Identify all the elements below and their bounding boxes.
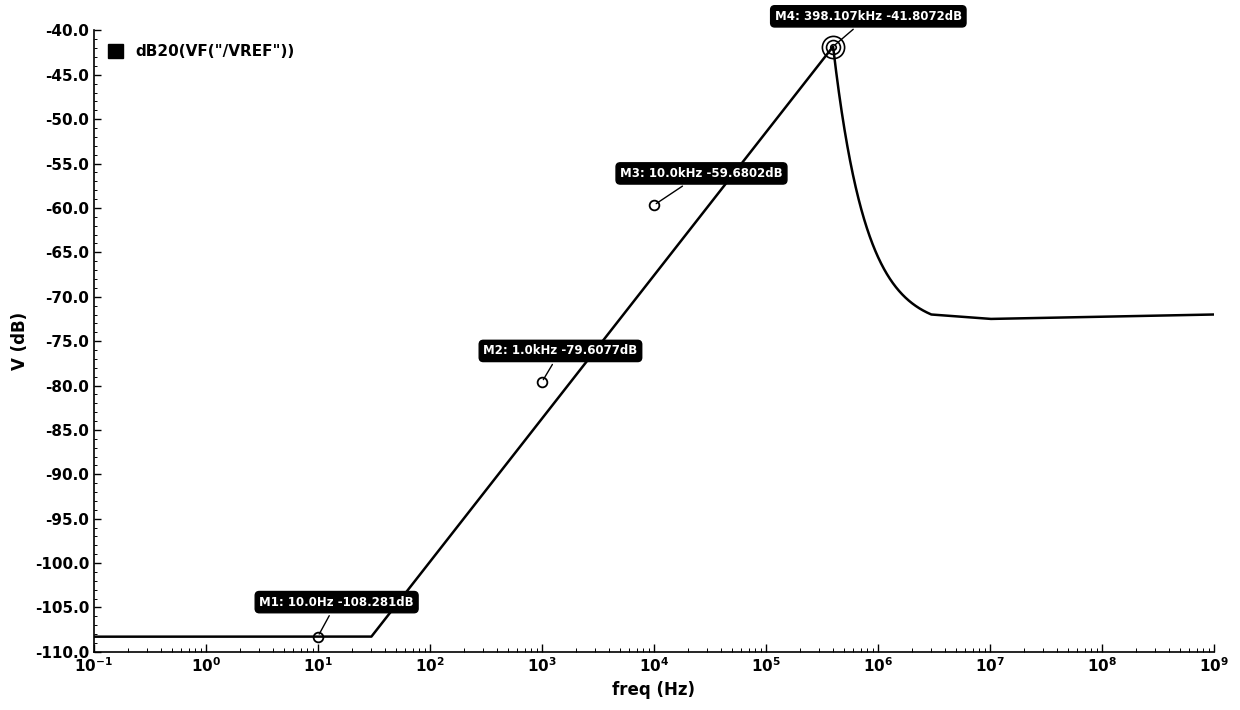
Text: M1: 10.0Hz -108.281dB: M1: 10.0Hz -108.281dB [259,596,414,634]
Text: M2: 1.0kHz -79.6077dB: M2: 1.0kHz -79.6077dB [484,344,637,380]
Text: M3: 10.0kHz -59.6802dB: M3: 10.0kHz -59.6802dB [620,167,782,204]
Legend: dB20(VF("/VREF")): dB20(VF("/VREF")) [102,38,300,65]
X-axis label: freq (Hz): freq (Hz) [613,681,696,699]
Y-axis label: V (dB): V (dB) [11,312,29,370]
Text: M4: 398.107kHz -41.8072dB: M4: 398.107kHz -41.8072dB [775,10,962,45]
